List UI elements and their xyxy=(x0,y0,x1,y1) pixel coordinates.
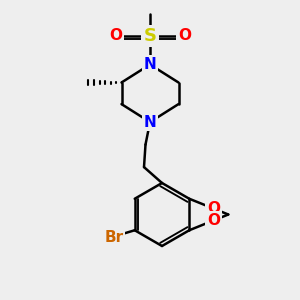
Text: O: O xyxy=(109,28,122,44)
Text: N: N xyxy=(144,57,156,72)
Text: O: O xyxy=(207,201,220,216)
Text: O: O xyxy=(178,28,191,44)
Text: Br: Br xyxy=(104,230,123,245)
Text: N: N xyxy=(144,115,156,130)
Text: O: O xyxy=(207,213,220,228)
Text: S: S xyxy=(143,27,157,45)
